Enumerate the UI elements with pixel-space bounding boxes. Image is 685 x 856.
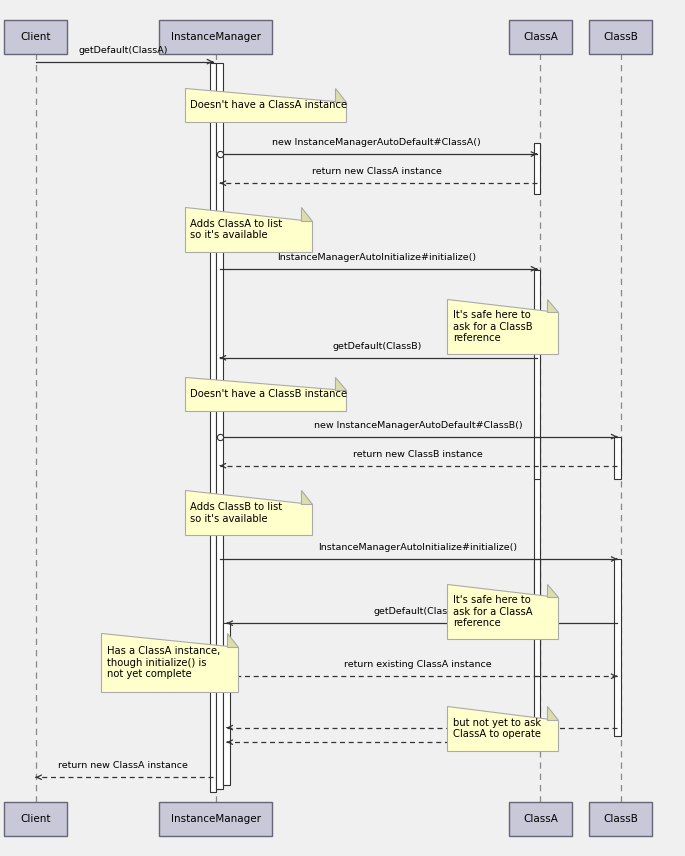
FancyBboxPatch shape [589, 802, 652, 836]
Polygon shape [301, 490, 312, 504]
Text: getDefault(ClassB): getDefault(ClassB) [332, 342, 421, 351]
Polygon shape [101, 633, 238, 692]
FancyBboxPatch shape [589, 20, 652, 54]
Text: InstanceManagerAutoInitialize#initialize(): InstanceManagerAutoInitialize#initialize… [319, 543, 517, 552]
Text: Client: Client [21, 814, 51, 824]
FancyBboxPatch shape [4, 20, 67, 54]
Text: ClassA: ClassA [523, 32, 558, 42]
Text: Adds ClassB to list
so it's available: Adds ClassB to list so it's available [190, 502, 282, 524]
Text: new InstanceManagerAutoDefault#ClassA(): new InstanceManagerAutoDefault#ClassA() [273, 138, 481, 147]
FancyBboxPatch shape [534, 270, 540, 728]
Polygon shape [447, 584, 558, 639]
Polygon shape [335, 88, 346, 102]
Polygon shape [185, 88, 346, 122]
FancyBboxPatch shape [210, 63, 216, 792]
Text: Client: Client [21, 32, 51, 42]
Polygon shape [547, 299, 558, 312]
Text: InstanceManagerAutoInitialize#initialize(): InstanceManagerAutoInitialize#initialize… [277, 253, 476, 262]
Text: It's safe here to
ask for a ClassB
reference: It's safe here to ask for a ClassB refer… [453, 310, 532, 343]
Text: getDefault(ClassA): getDefault(ClassA) [79, 45, 168, 55]
Text: new InstanceManagerAutoDefault#ClassB(): new InstanceManagerAutoDefault#ClassB() [314, 420, 522, 430]
Text: Has a ClassA instance,
though initialize() is
not yet complete: Has a ClassA instance, though initialize… [107, 646, 220, 679]
Text: ClassB: ClassB [603, 32, 638, 42]
Text: Adds ClassA to list
so it's available: Adds ClassA to list so it's available [190, 218, 282, 241]
Polygon shape [447, 299, 558, 354]
FancyBboxPatch shape [4, 802, 67, 836]
FancyBboxPatch shape [223, 623, 230, 785]
Polygon shape [547, 584, 558, 597]
Polygon shape [185, 377, 346, 411]
Text: return new ClassA instance: return new ClassA instance [58, 761, 188, 770]
Text: It's safe here to
ask for a ClassA
reference: It's safe here to ask for a ClassA refer… [453, 595, 532, 628]
Text: getDefault(ClassA): getDefault(ClassA) [373, 607, 462, 616]
FancyBboxPatch shape [509, 20, 572, 54]
Text: return new ClassB instance: return new ClassB instance [353, 449, 483, 459]
FancyBboxPatch shape [534, 143, 540, 194]
Polygon shape [447, 706, 558, 751]
FancyBboxPatch shape [534, 437, 540, 479]
Text: but not yet to ask
ClassA to operate: but not yet to ask ClassA to operate [453, 717, 541, 740]
Polygon shape [185, 490, 312, 535]
FancyBboxPatch shape [216, 63, 223, 789]
Text: InstanceManager: InstanceManager [171, 32, 261, 42]
FancyBboxPatch shape [534, 559, 540, 676]
Text: return existing ClassA instance: return existing ClassA instance [344, 660, 492, 669]
FancyBboxPatch shape [159, 20, 272, 54]
FancyBboxPatch shape [614, 559, 621, 736]
Polygon shape [335, 377, 346, 390]
FancyBboxPatch shape [614, 437, 621, 479]
Polygon shape [227, 633, 238, 647]
Polygon shape [185, 207, 312, 252]
Polygon shape [547, 706, 558, 720]
Text: Doesn't have a ClassA instance: Doesn't have a ClassA instance [190, 100, 347, 110]
Text: ClassB: ClassB [603, 814, 638, 824]
FancyBboxPatch shape [159, 802, 272, 836]
Text: InstanceManager: InstanceManager [171, 814, 261, 824]
Text: ClassA: ClassA [523, 814, 558, 824]
FancyBboxPatch shape [509, 802, 572, 836]
Polygon shape [301, 207, 312, 221]
Text: Doesn't have a ClassB instance: Doesn't have a ClassB instance [190, 389, 347, 399]
Text: return new ClassA instance: return new ClassA instance [312, 167, 442, 176]
